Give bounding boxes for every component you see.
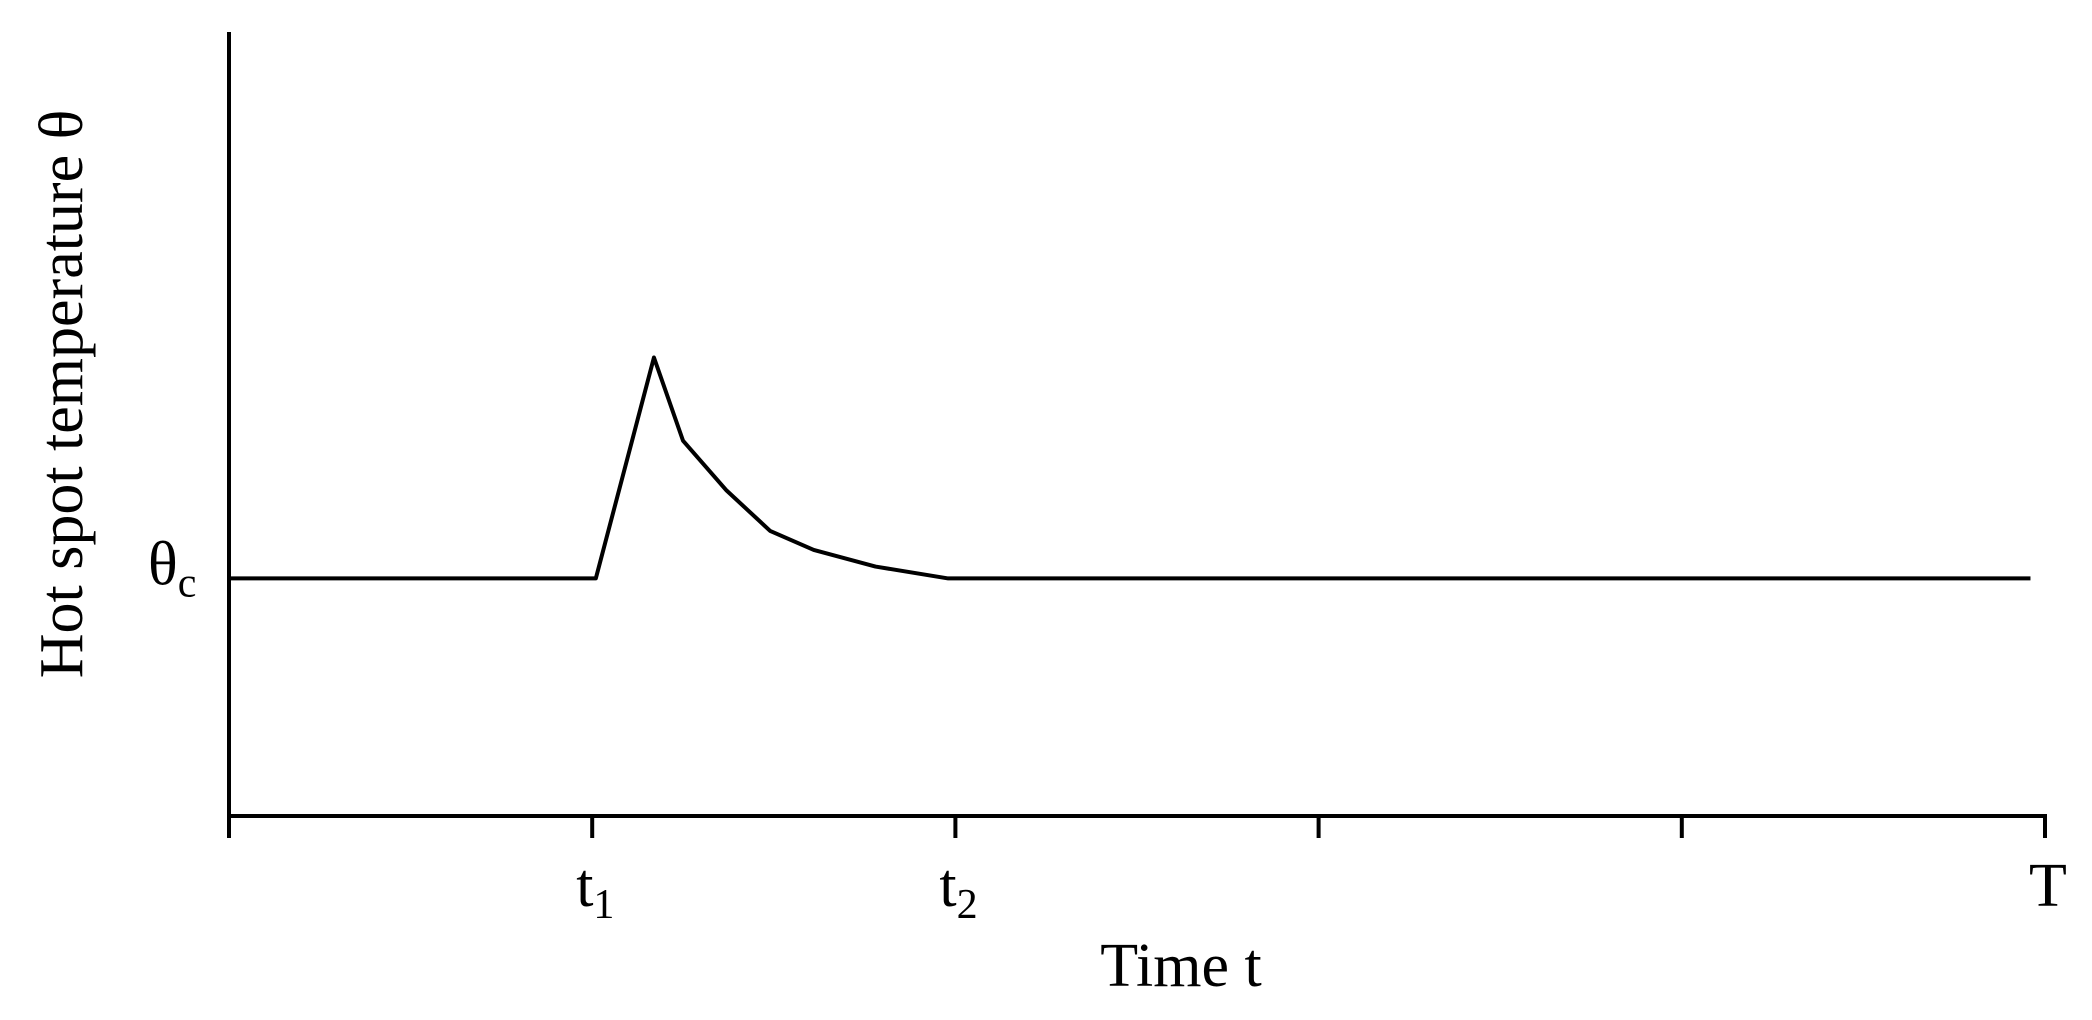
x-tick-label: T (2029, 852, 2067, 920)
x-tick-label: t1 (576, 852, 614, 927)
y-tick-label: θc (148, 531, 196, 606)
y-axis-label: Hot spot temperature θ (28, 110, 96, 679)
data-line (229, 355, 2031, 581)
x-axis-label: Time t (1100, 932, 1261, 1000)
x-tick-label: t2 (939, 852, 977, 927)
